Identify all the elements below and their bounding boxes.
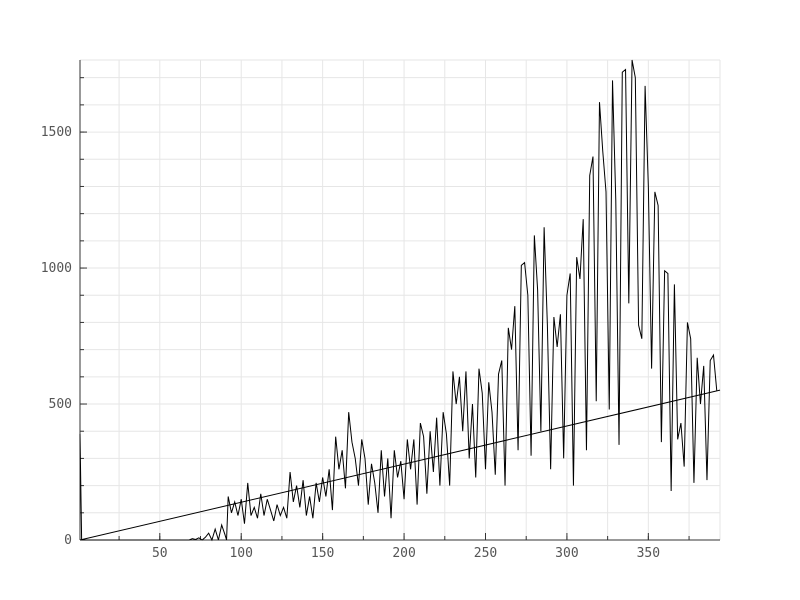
- y-tick-label: 1000: [41, 261, 72, 276]
- trend-line: [79, 389, 721, 541]
- y-tick-label: 0: [64, 533, 72, 548]
- tick-labels: 50 100 150 200 250 300 350 0 500 1000 1500: [41, 125, 660, 561]
- x-tick-label: 250: [474, 546, 497, 561]
- x-tick-label: 200: [392, 546, 415, 561]
- y-tick-label: 500: [49, 397, 72, 412]
- data-series-line: [79, 59, 718, 542]
- series-layer: [79, 59, 721, 542]
- x-tick-label: 350: [637, 546, 660, 561]
- x-tick-label: 150: [311, 546, 334, 561]
- x-tick-label: 50: [152, 546, 168, 561]
- x-tick-label: 100: [229, 546, 252, 561]
- y-tick-label: 1500: [41, 125, 72, 140]
- x-tick-label: 300: [555, 546, 578, 561]
